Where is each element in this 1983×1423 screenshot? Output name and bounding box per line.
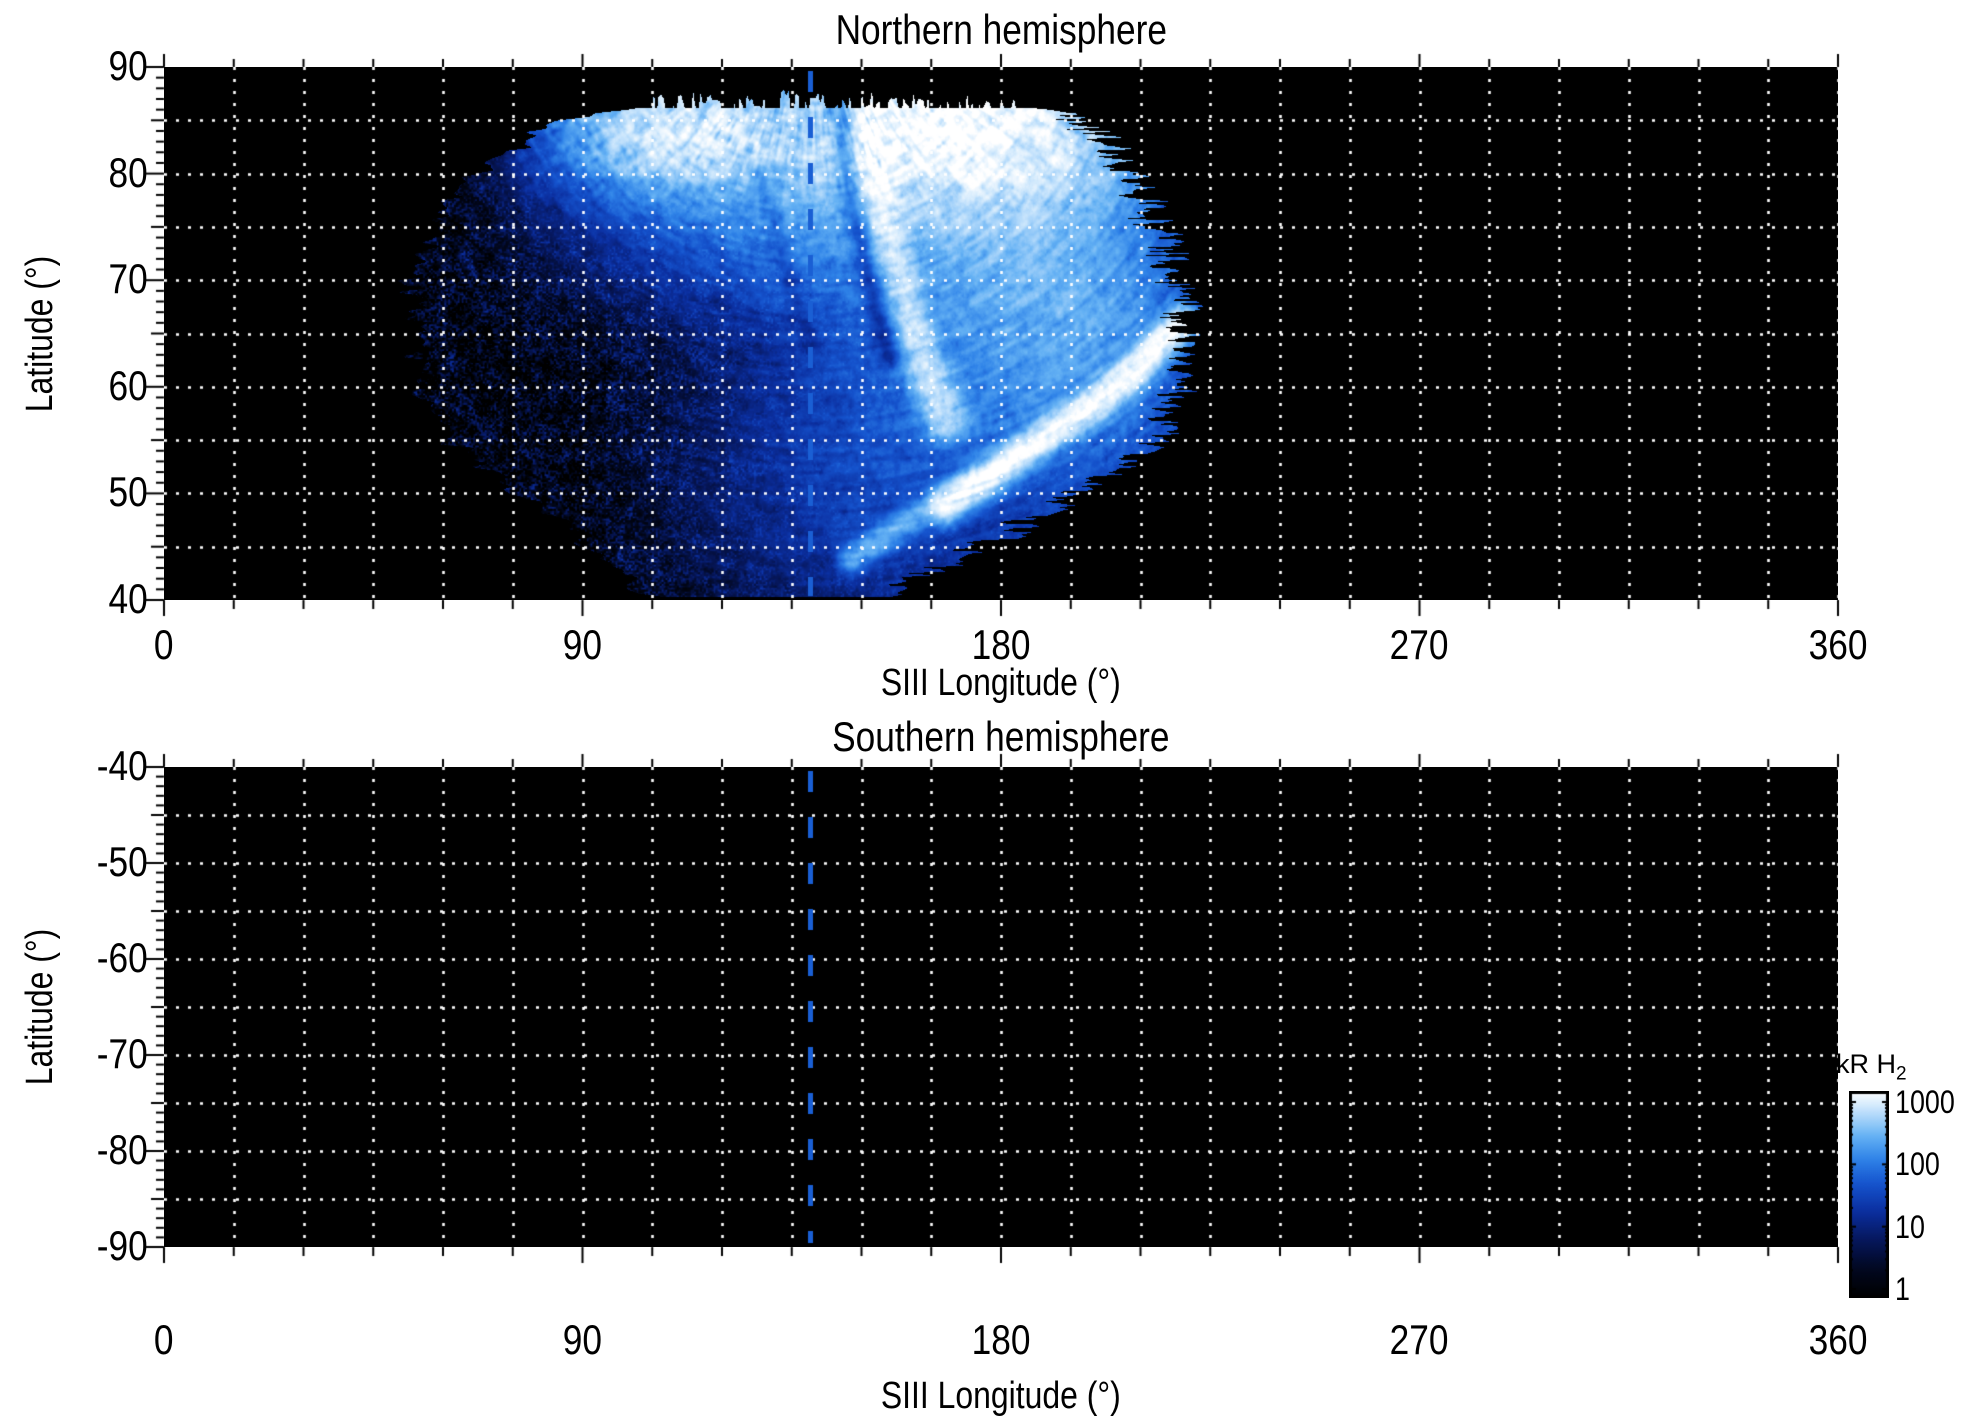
north-y-tick-label: 50 xyxy=(108,468,148,516)
south-y-tick-label: -60 xyxy=(97,934,148,981)
north-y-tick-label: 40 xyxy=(108,575,148,622)
north-x-tick-label: 180 xyxy=(971,621,1031,668)
south-y-tick-label: -40 xyxy=(97,742,148,789)
north-x-tick-label: 360 xyxy=(1808,621,1868,668)
colorbar-unit-label: kR H2 xyxy=(1836,1049,1907,1085)
south-x-tick-label: 90 xyxy=(562,1316,603,1363)
colorbar-unit-subscript: 2 xyxy=(1896,1063,1907,1085)
colorbar-tick-label: 10 xyxy=(1895,1208,1925,1245)
south-y-axis-label: Latitude (°) xyxy=(19,928,61,1086)
south-x-tick-label: 180 xyxy=(971,1316,1031,1363)
north-heatmap-canvas xyxy=(164,67,1838,600)
north-y-tick-label: 60 xyxy=(108,361,148,409)
south-panel-title: Southern hemisphere xyxy=(832,713,1170,760)
north-x-tick-label: 0 xyxy=(154,621,174,668)
north-y-tick-label: 80 xyxy=(108,148,148,196)
south-y-tick-label: -80 xyxy=(97,1126,148,1173)
north-panel-title: Northern hemisphere xyxy=(835,6,1167,53)
colorbar-tick-label: 100 xyxy=(1895,1146,1940,1183)
south-x-tick-label: 0 xyxy=(154,1316,174,1363)
north-x-axis-label: SIII Longitude (°) xyxy=(881,662,1121,704)
south-y-tick-label: -50 xyxy=(97,838,148,885)
north-y-tick-label: 90 xyxy=(108,42,148,89)
south-y-tick-label: -90 xyxy=(97,1222,148,1269)
south-x-axis-label: SIII Longitude (°) xyxy=(881,1375,1121,1417)
colorbar-tick-label: 1000 xyxy=(1895,1084,1955,1120)
north-y-tick-label: 70 xyxy=(108,255,148,303)
north-x-tick-label: 90 xyxy=(562,621,603,668)
north-x-tick-label: 270 xyxy=(1390,621,1449,668)
south-heatmap-canvas xyxy=(164,767,1838,1247)
colorbar-canvas xyxy=(1849,1091,1889,1298)
colorbar-tick-label: 1 xyxy=(1895,1271,1910,1307)
south-x-tick-label: 360 xyxy=(1808,1316,1868,1363)
north-y-axis-label: Latitude (°) xyxy=(19,255,61,413)
south-x-tick-label: 270 xyxy=(1390,1316,1449,1363)
south-y-tick-label: -70 xyxy=(97,1030,148,1077)
